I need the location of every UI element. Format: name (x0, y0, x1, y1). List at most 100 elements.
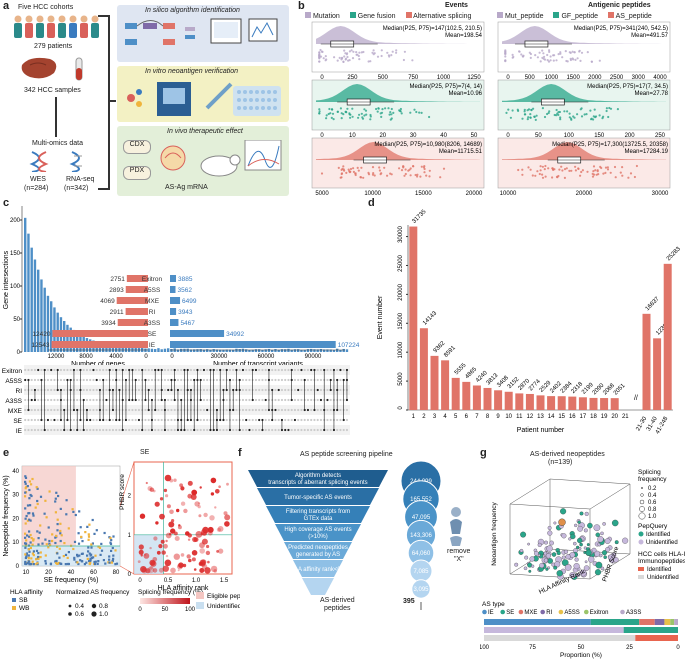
scatter-point (90, 556, 93, 560)
data-dot (378, 169, 381, 172)
data-dot (402, 166, 405, 169)
neopeptide-point (556, 550, 561, 556)
intersection-bar (293, 349, 297, 352)
scatter-point (65, 499, 68, 502)
y-axis-label: Gene intersections (3, 250, 10, 309)
matrix-dot (284, 408, 287, 412)
neopeptide-point (560, 508, 567, 515)
intersection-bar (33, 259, 37, 352)
matrix-dot (92, 368, 95, 372)
zoom-x-label: HLA affinity rank (158, 585, 209, 592)
matrix-dot (134, 428, 137, 432)
matrix-dot (303, 378, 306, 382)
y-tick-label: 50 (13, 317, 20, 323)
data-dot (318, 51, 321, 54)
matrix-dot (215, 388, 219, 392)
matrix-dot (173, 418, 176, 422)
data-dot (380, 49, 383, 52)
legend-size-label: 0.8 (99, 603, 108, 610)
matrix-dot (105, 398, 108, 402)
person-body-icon (80, 23, 88, 38)
matrix-dot (336, 368, 339, 372)
intersection-bar (316, 349, 319, 352)
x-tick-label: 18 (590, 414, 597, 420)
neopeptide-point (547, 525, 552, 530)
matrix-dot (33, 368, 37, 372)
event-bar (515, 393, 524, 410)
g-title: AS-derived neopeptides (530, 451, 605, 458)
matrix-dot (98, 428, 102, 432)
data-dot (564, 50, 567, 53)
matrix-dot (310, 418, 313, 422)
matrix-dot (293, 378, 297, 382)
matrix-dot (24, 368, 27, 372)
event-bar (441, 360, 450, 410)
matrix-dot (290, 418, 293, 422)
scatter-point (48, 539, 51, 543)
data-dot (541, 107, 544, 110)
matrix-dot (59, 378, 63, 382)
data-dot (527, 166, 530, 169)
zoom-point (188, 558, 192, 563)
data-dot (555, 175, 559, 178)
scatter-point (59, 539, 62, 543)
data-dot (580, 170, 583, 174)
neopeptide-point (584, 511, 589, 516)
neopeptide-point (537, 553, 541, 557)
scatter-point (89, 559, 92, 562)
y-tick-label: 10000 (398, 341, 404, 358)
scatter-point (49, 562, 53, 565)
data-label: 14143 (422, 310, 439, 327)
intersection-bar (50, 301, 53, 352)
matrix-dot (258, 368, 261, 372)
legend-hla-title: HLA affinity (10, 589, 44, 596)
variant-count-label: 34992 (226, 331, 244, 338)
matrix-dot (258, 418, 261, 422)
data-dot (523, 110, 526, 113)
zoom-point (177, 525, 182, 530)
median-label: Median(P25, P75)=7(4, 14) (409, 84, 482, 90)
legend-peptides: Mut_peptide GF_peptide AS_peptide (497, 12, 652, 20)
data-dot (594, 169, 597, 172)
as-type-bar-segment (590, 619, 640, 625)
data-dot (563, 110, 566, 113)
intersection-bar (342, 348, 345, 352)
matrix-dot (280, 368, 284, 372)
scatter-point (48, 542, 51, 545)
y-tick-label: 30 (12, 493, 19, 499)
matrix-dot (316, 408, 319, 412)
cube-edge (509, 503, 591, 510)
matrix-dot (27, 428, 30, 432)
matrix-dot (297, 368, 300, 372)
scatter-point (112, 535, 115, 538)
matrix-dot (280, 408, 284, 412)
data-dot (354, 172, 357, 175)
intersection-bar (345, 349, 349, 352)
zoom-y-tick-label: 0 (128, 572, 132, 578)
intersection-bar (271, 349, 274, 352)
scatter-point (57, 494, 60, 498)
zoom-point (177, 563, 183, 570)
matrix-dot (40, 368, 43, 372)
y-tick-label: 15000 (398, 312, 404, 329)
raincloud-frame (497, 79, 671, 131)
matrix-dot (339, 428, 342, 432)
count-circle (411, 579, 431, 599)
data-dot (348, 112, 351, 115)
matrix-dot (206, 428, 209, 432)
axis-tick-label: 0 (320, 133, 324, 139)
cube-edge (589, 483, 631, 510)
scatter-point (32, 554, 35, 557)
data-dot (520, 53, 523, 56)
step2-box: In vitro neoantigen verification (117, 66, 289, 122)
data-dot (607, 115, 610, 119)
data-dot (606, 166, 609, 169)
f-remove-label: remove (447, 548, 471, 555)
scatter-point (93, 562, 97, 566)
data-dot (357, 169, 360, 172)
matrix-dot (134, 418, 137, 422)
as-type-swatch (584, 609, 589, 615)
axis-tick-label: 1000 (545, 75, 559, 81)
neopeptide-point (595, 561, 603, 569)
data-dot (569, 58, 572, 62)
